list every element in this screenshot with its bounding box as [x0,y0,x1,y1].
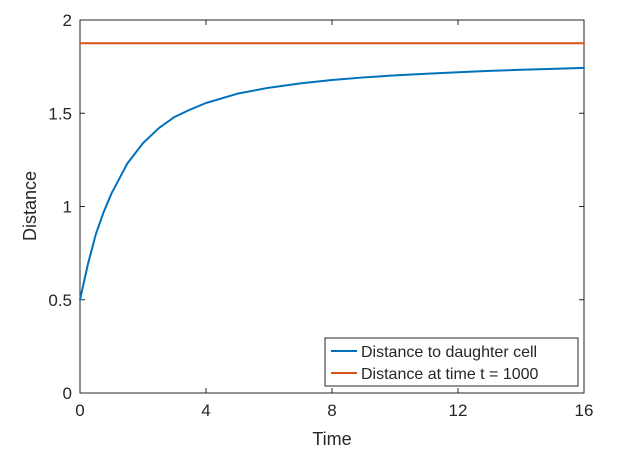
legend: Distance to daughter cell Distance at ti… [324,337,579,387]
x-tick-label: 0 [75,401,84,420]
x-axis-ticks: 0 4 8 12 16 [75,20,593,420]
series-line-1 [79,66,585,301]
x-tick-label: 12 [449,401,468,420]
y-tick-label: 1 [63,198,72,217]
plot-area [79,19,585,394]
y-tick-label: 0.5 [48,291,72,310]
y-axis-label: Distance [20,171,40,241]
series-layer [79,42,585,301]
x-axis-label: Time [312,429,351,449]
legend-box [324,337,579,387]
y-axis-ticks: 0 0.5 1 1.5 2 [48,11,584,403]
y-tick-label: 0 [63,384,72,403]
x-tick-label: 16 [575,401,594,420]
x-tick-label: 4 [201,401,210,420]
x-tick-label: 8 [327,401,336,420]
legend-label-distance-to-daughter-cell: Distance to daughter cell [361,344,537,361]
legend-label-distance-at-time-1000: Distance at time t = 1000 [361,366,539,383]
y-tick-label: 2 [63,11,72,30]
y-tick-label: 1.5 [48,104,72,123]
